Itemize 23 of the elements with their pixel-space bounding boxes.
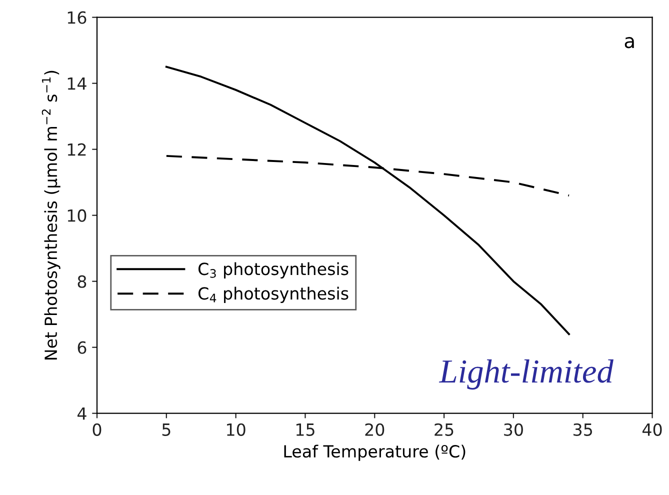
annotation: Light-limited [438, 359, 614, 390]
x-tick-label: 20 [365, 423, 384, 436]
legend-label: C$_{3}$ photosynthesis [198, 262, 348, 278]
x-axis-title: Leaf Temperature (ºC) [284, 444, 466, 461]
line-series [165, 66, 570, 336]
x-tick-label: 10 [227, 423, 246, 436]
y-tick-label: 4 [77, 408, 86, 420]
y-tick-label: 16 [68, 11, 86, 24]
x-tick-label: 5 [162, 424, 170, 436]
y-tick-label: 6 [78, 341, 86, 354]
y-axis-title: Net Photosynthesis (μmol m$^{−2}$ s$^{−1}$) [42, 70, 60, 360]
y-tick-label: 12 [68, 143, 86, 156]
y-tick-label: 14 [68, 78, 86, 90]
x-tick-label: 35 [574, 423, 592, 436]
x-tick-label: 15 [296, 424, 314, 436]
y-tick-label: 8 [78, 275, 86, 288]
legend-label: C$_{4}$ photosynthesis [198, 286, 348, 303]
y-tick-label: 10 [68, 209, 86, 222]
annotation: a [624, 37, 634, 48]
x-tick-label: 0 [92, 423, 102, 436]
x-tick-label: 30 [504, 423, 523, 436]
x-tick-label: 25 [434, 423, 454, 436]
x-tick-label: 40 [642, 423, 662, 436]
